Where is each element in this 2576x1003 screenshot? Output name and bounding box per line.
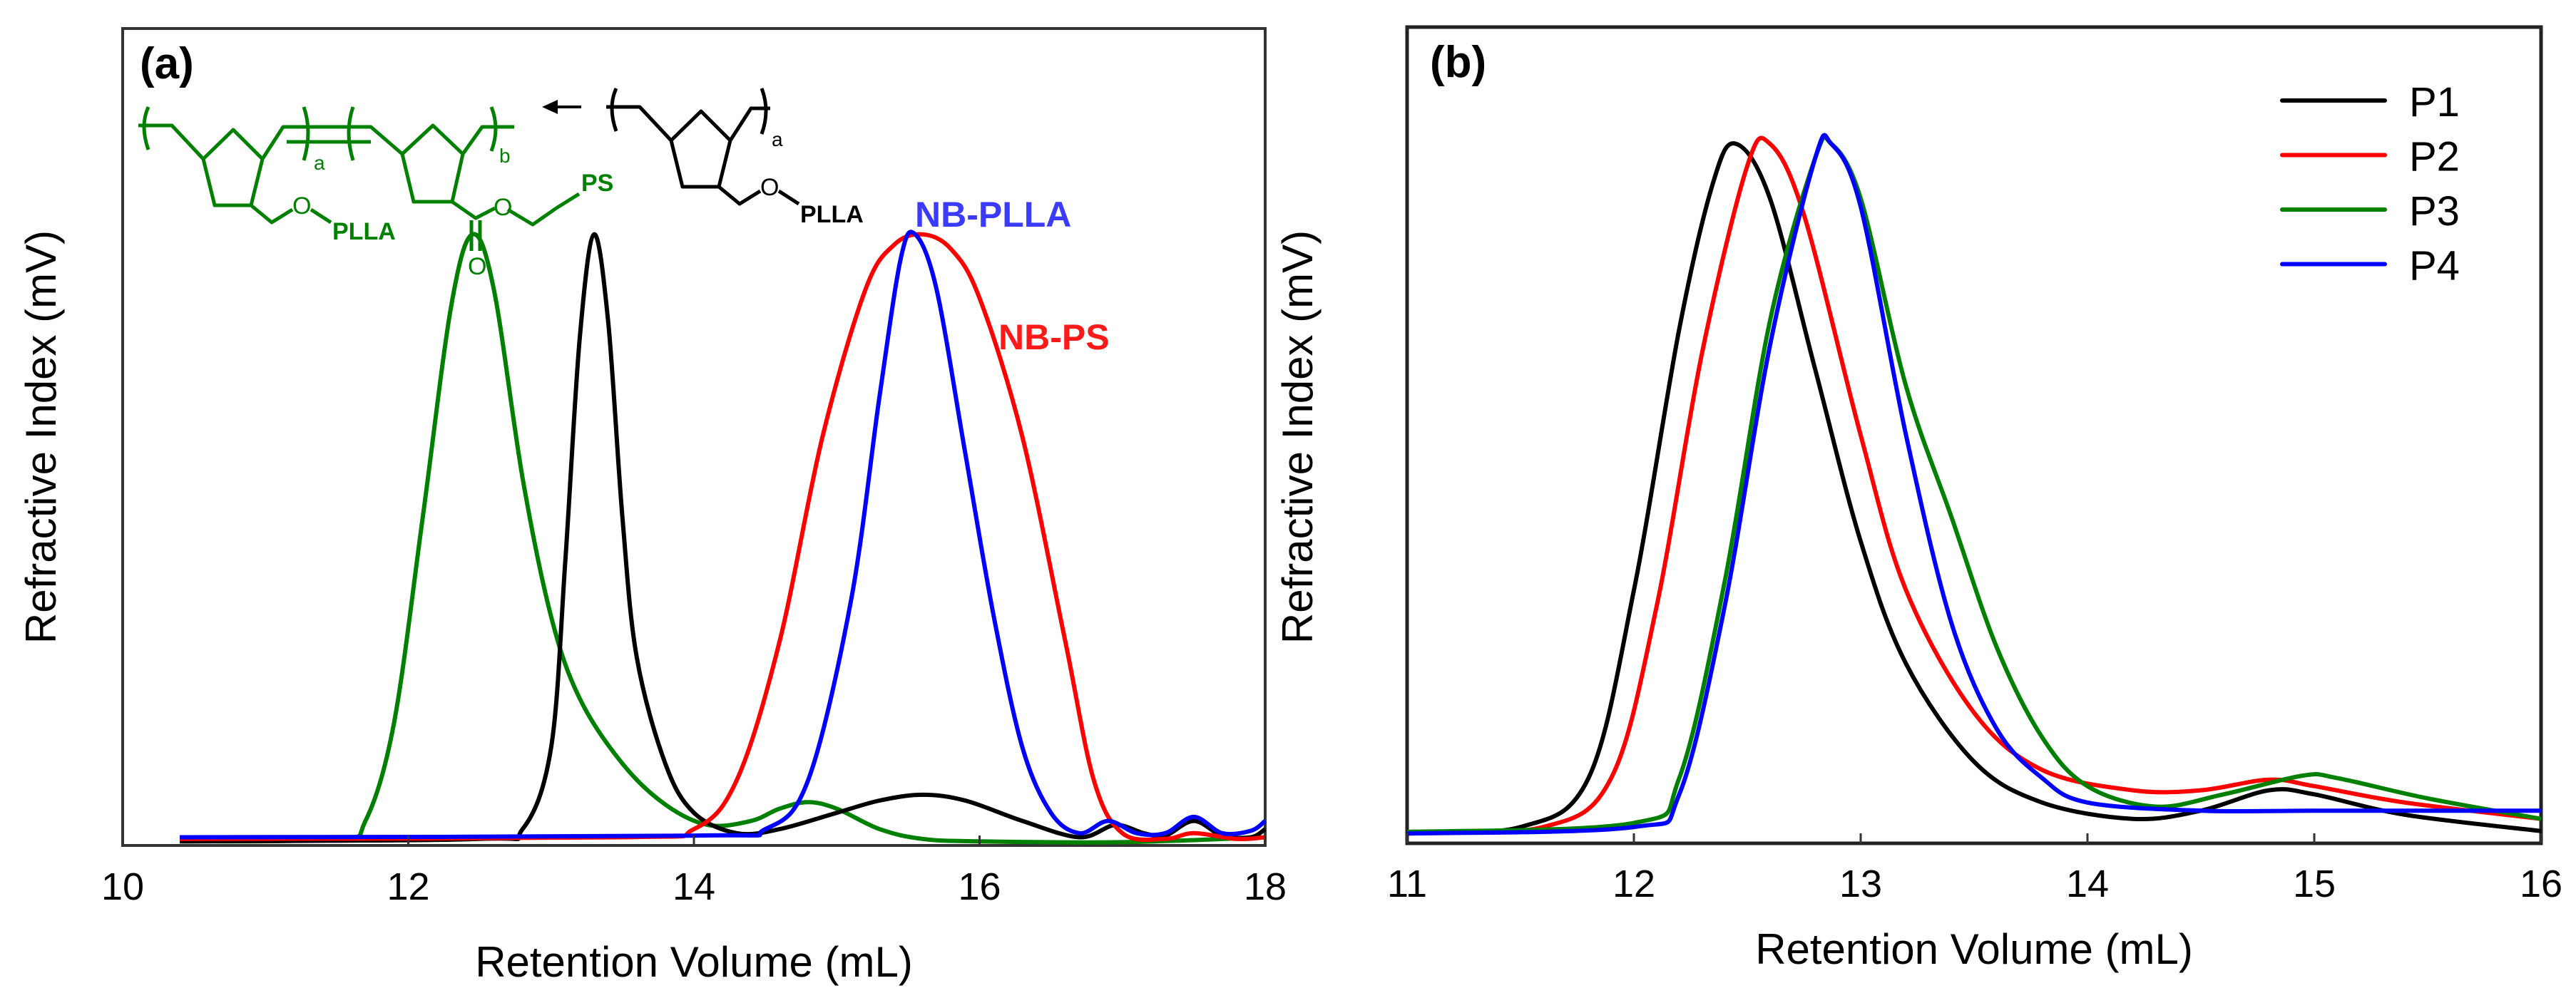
oxygen-label-black: O — [760, 174, 779, 201]
legend: P1 P2 P3 P4 — [2280, 79, 2460, 289]
x-tick-label: 11 — [1387, 863, 1427, 905]
x-axis-title-b: Retention Volume (mL) — [1755, 925, 2193, 973]
subscript-a-green: a — [314, 152, 325, 174]
annotation-nb-plla: NB-PLLA — [915, 195, 1071, 235]
panel-label-b: (b) — [1430, 38, 1486, 87]
annotation-nb-ps: NB-PS — [998, 317, 1110, 357]
plot-frame-a — [121, 27, 1267, 847]
curves-a — [180, 230, 1267, 845]
x-tick-label: 13 — [1839, 863, 1882, 905]
series-line-p3 — [1406, 135, 2542, 834]
brush-copolymer-structure: O PLLA O O PS a b — [138, 106, 613, 280]
legend-label: P3 — [2409, 188, 2460, 235]
x-tick-label: 10 — [101, 865, 144, 908]
y-axis-title-a: Refractive Index (mV) — [17, 230, 65, 644]
x-ticks-a: 10 12 14 16 18 — [101, 835, 1287, 908]
x-tick-label: 12 — [1612, 863, 1655, 905]
series-line-p2 — [1406, 135, 2542, 835]
ps-label: PS — [581, 170, 613, 197]
series-line-nb-plla — [180, 230, 1267, 840]
legend-label: P4 — [2409, 243, 2460, 289]
plla-label-black: PLLA — [800, 201, 864, 228]
x-tick-label: 16 — [2520, 863, 2562, 905]
y-axis-title-b: Refractive Index (mV) — [1274, 230, 1322, 644]
curves-b — [1406, 133, 2542, 836]
legend-label: P2 — [2409, 134, 2460, 180]
plla-label-green: PLLA — [332, 218, 396, 245]
plot-frame-b — [1405, 25, 2543, 845]
series-line-p1 — [1406, 141, 2542, 835]
nb-plla-structure: O PLLA a — [606, 87, 864, 228]
x-axis-title-a: Retention Volume (mL) — [475, 938, 913, 986]
series-line-p4 — [1406, 133, 2541, 836]
x-tick-label: 15 — [2293, 863, 2336, 905]
arrow-icon — [542, 100, 581, 114]
panel-b: 11 12 13 14 15 16 (b) Retention Volume (mL) R… — [1274, 25, 2562, 973]
x-ticks-b: 11 12 13 14 15 16 — [1387, 833, 2562, 905]
x-tick-label: 16 — [958, 865, 1001, 908]
panel-label-a: (a) — [140, 39, 194, 88]
legend-label: P1 — [2409, 79, 2460, 125]
oxygen-label: O — [292, 192, 311, 220]
series-line-nb-ps — [180, 232, 1266, 843]
subscript-a-black: a — [772, 128, 783, 150]
panel-a: 10 12 14 16 18 (a) Retention Volume (mL) Ref… — [17, 27, 1287, 986]
subscript-b: b — [499, 145, 511, 167]
ester-oxygen-label: O — [494, 194, 512, 221]
x-tick-label: 14 — [2066, 863, 2109, 905]
x-tick-label: 12 — [387, 865, 429, 908]
carbonyl-oxygen-label: O — [468, 253, 486, 280]
x-tick-label: 14 — [673, 865, 715, 908]
x-tick-label: 18 — [1244, 865, 1287, 908]
